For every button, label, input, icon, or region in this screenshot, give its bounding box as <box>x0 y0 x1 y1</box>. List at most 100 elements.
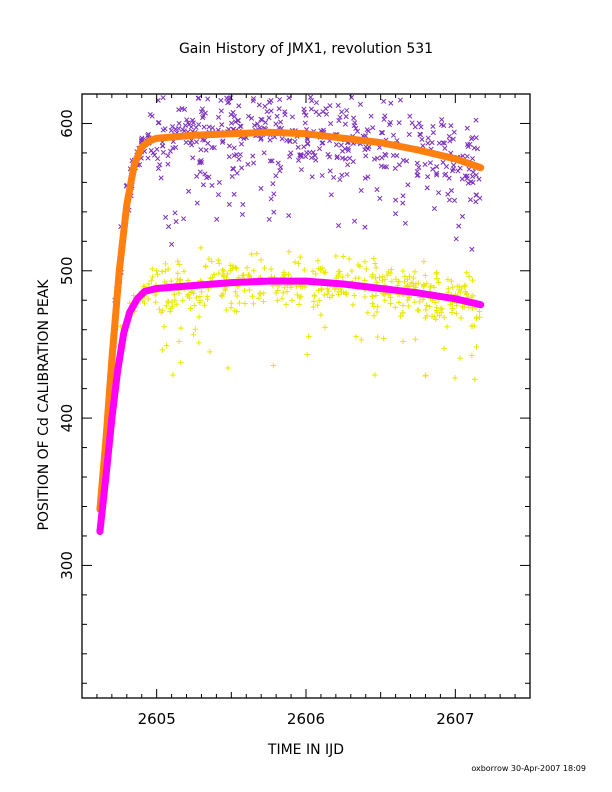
scatter-point <box>220 272 226 278</box>
scatter-point <box>406 131 412 138</box>
scatter-point <box>292 259 298 265</box>
scatter-point <box>148 277 155 284</box>
scatter-point <box>193 139 199 145</box>
scatter-point <box>157 162 163 168</box>
scatter-point <box>165 161 171 167</box>
scatter-point <box>400 193 406 199</box>
scatter-point <box>160 95 166 101</box>
scatter-point <box>476 308 483 315</box>
scatter-point <box>154 146 160 152</box>
scatter-point <box>176 107 182 113</box>
scatter-point <box>443 164 450 170</box>
scatter-point <box>374 334 381 340</box>
scatter-point <box>276 106 282 112</box>
scatter-point <box>436 312 443 319</box>
scatter-point <box>186 188 192 194</box>
scatter-point <box>198 288 205 295</box>
scatter-point <box>383 152 389 158</box>
scatter-point <box>369 300 376 307</box>
scatter-point <box>421 258 427 265</box>
scatter-point <box>353 125 359 131</box>
scatter-point <box>235 117 241 124</box>
scatter-point <box>257 291 264 297</box>
scatter-point <box>214 216 220 222</box>
scatter-point <box>386 122 393 128</box>
scatter-point <box>289 114 295 120</box>
scatter-point <box>344 171 350 177</box>
fit-curve-1 <box>96 128 485 513</box>
scatter-point <box>423 280 430 287</box>
scatter-point <box>361 277 368 284</box>
scatter-point <box>321 269 327 276</box>
scatter-point <box>207 349 213 355</box>
scatter-point <box>414 307 421 314</box>
scatter-point <box>282 109 288 115</box>
scatter-point <box>445 289 451 296</box>
scatter-point <box>250 153 256 159</box>
scatter-point <box>378 130 385 136</box>
scatter-point <box>183 139 189 146</box>
scatter-point <box>192 326 199 333</box>
scatter-point <box>471 323 478 329</box>
scatter-point <box>226 201 232 207</box>
scatter-point <box>156 120 162 126</box>
scatter-point <box>388 266 395 273</box>
scatter-point <box>344 272 351 278</box>
scatter-point <box>271 191 277 197</box>
scatter-point <box>240 201 246 208</box>
scatter-point <box>267 99 273 105</box>
scatter-point <box>223 307 230 313</box>
scatter-point <box>289 297 295 304</box>
scatter-point <box>229 173 235 180</box>
scatter-point <box>467 141 473 147</box>
scatter-point <box>400 268 406 274</box>
scatter-point <box>233 265 240 272</box>
scatter-point <box>245 113 252 119</box>
scatter-point <box>200 182 206 188</box>
scatter-point <box>374 303 381 310</box>
scatter-point <box>473 172 479 178</box>
scatter-point <box>288 284 294 291</box>
scatter-point <box>273 290 279 296</box>
scatter-point <box>215 114 222 120</box>
scatter-point <box>405 303 412 309</box>
scatter-point <box>171 291 178 298</box>
scatter-point <box>273 173 279 179</box>
scatter-point <box>422 161 428 168</box>
scatter-point <box>430 166 436 172</box>
scatter-point <box>233 151 240 158</box>
scatter-point <box>301 267 308 273</box>
x-tick-label: 2606 <box>287 710 325 728</box>
scatter-point <box>325 151 331 157</box>
scatter-point <box>392 304 399 311</box>
scatter-point <box>310 149 316 155</box>
scatter-point <box>267 158 273 164</box>
footer-credit: oxborrow 30-Apr-2007 18:09 <box>471 764 586 773</box>
scatter-point <box>245 161 251 167</box>
scatter-point <box>444 323 450 330</box>
scatter-point <box>253 250 260 257</box>
scatter-point <box>393 197 399 203</box>
scatter-point <box>167 308 173 315</box>
scatter-point <box>312 271 319 277</box>
scatter-point <box>193 294 200 301</box>
scatter-point <box>429 140 435 146</box>
scatter-point <box>433 307 440 314</box>
scatter-point <box>198 147 204 153</box>
scatter-point <box>256 290 263 297</box>
scatter-point <box>254 121 261 127</box>
scatter-point <box>331 286 338 292</box>
scatter-point <box>215 257 222 263</box>
scatter-point <box>295 260 302 267</box>
y-tick-label: 600 <box>58 109 76 138</box>
scatter-point <box>441 314 447 321</box>
scatter-point <box>453 310 460 317</box>
scatter-point <box>172 210 178 216</box>
scatter-point <box>226 154 232 160</box>
scatter-point <box>421 282 427 289</box>
scatter-point <box>374 186 380 193</box>
scatter-point <box>248 251 255 257</box>
scatter-point <box>316 297 322 304</box>
scatter-point <box>232 119 239 125</box>
